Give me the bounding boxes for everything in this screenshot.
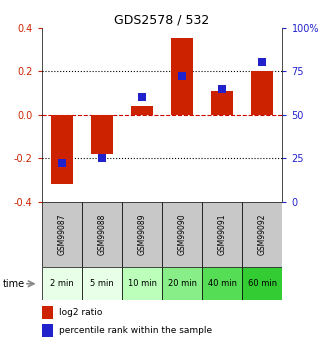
Point (140, 95, 145, 100)
Text: 60 min: 60 min (248, 279, 277, 288)
Text: log2 ratio: log2 ratio (59, 308, 102, 317)
Bar (162, 267, 202, 300)
Bar (171, 39, 193, 115)
Bar (122, 202, 162, 267)
Bar (42, 324, 53, 337)
Point (180, 73, 185, 79)
Point (59, 161, 64, 166)
Text: GSM99088: GSM99088 (97, 214, 107, 255)
Text: 5 min: 5 min (90, 279, 114, 288)
Text: percentile rank within the sample: percentile rank within the sample (59, 326, 212, 335)
Text: 20 min: 20 min (168, 279, 197, 288)
Text: GSM99089: GSM99089 (137, 214, 147, 255)
Text: time: time (3, 279, 25, 289)
Text: GSM99092: GSM99092 (258, 214, 267, 255)
Text: 40 min: 40 min (208, 279, 237, 288)
Point (100, 156, 105, 161)
Bar (122, 267, 162, 300)
Bar (131, 106, 153, 115)
Bar (82, 202, 122, 267)
Bar (42, 306, 53, 319)
Bar (242, 202, 282, 267)
Bar (91, 115, 113, 154)
Bar (51, 115, 73, 184)
Point (220, 86, 225, 91)
Bar (82, 267, 122, 300)
Bar (202, 267, 242, 300)
Bar (211, 91, 233, 115)
Bar (162, 202, 202, 267)
Bar (251, 71, 273, 115)
Bar (42, 267, 82, 300)
Bar (242, 267, 282, 300)
Bar (42, 202, 82, 267)
Title: GDS2578 / 532: GDS2578 / 532 (115, 13, 210, 27)
Text: GSM99091: GSM99091 (218, 214, 227, 255)
Text: GSM99087: GSM99087 (57, 214, 66, 255)
Point (260, 60, 265, 65)
Text: GSM99090: GSM99090 (178, 214, 187, 255)
Text: 10 min: 10 min (127, 279, 157, 288)
Bar (202, 202, 242, 267)
Text: 2 min: 2 min (50, 279, 74, 288)
